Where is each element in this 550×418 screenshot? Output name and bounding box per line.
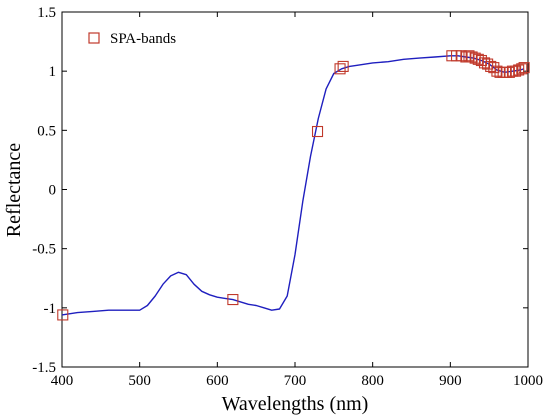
legend-marker (88, 32, 100, 44)
x-tick-label: 700 (284, 373, 307, 389)
reflectance-line (61, 55, 525, 316)
x-tick-label: 600 (206, 373, 229, 389)
spa-band-marker (516, 63, 528, 75)
y-axis-label: Reflectance (3, 143, 25, 237)
spa-band-marker (482, 58, 494, 70)
spa-band-marker (337, 60, 349, 72)
spa-band-marker (475, 54, 487, 67)
spa-band-marker (518, 62, 530, 74)
spa-band-marker (466, 51, 478, 63)
legend-label: SPA-bands (110, 31, 176, 47)
spa-band-marker (503, 66, 515, 78)
spa-band-marker (227, 293, 239, 306)
spa-band-marker (491, 65, 503, 77)
x-tick-label: 500 (128, 373, 151, 389)
y-tick-label: -1.5 (32, 360, 56, 376)
x-tick-label: 400 (51, 373, 74, 389)
spa-band-markers (57, 50, 530, 321)
plot-area (61, 11, 529, 368)
x-tick-label: 800 (361, 373, 384, 389)
spa-band-marker (510, 65, 522, 77)
spa-band-marker (463, 50, 475, 62)
y-tick-label: 0.5 (37, 123, 56, 139)
axis-ticks (61, 11, 529, 368)
spa-band-marker (334, 63, 346, 75)
x-tick-label: 1000 (513, 373, 543, 389)
spa-band-marker (460, 51, 472, 63)
spa-band-marker (311, 125, 324, 138)
reflectance-line-layer (61, 55, 525, 316)
legend: SPA-bands (88, 31, 176, 47)
y-tick-label: 1.5 (37, 5, 56, 21)
x-tick-labels: 400 500 600 700 800 900 1000 (51, 373, 543, 389)
y-tick-label: 0 (49, 183, 57, 199)
y-tick-label: -0.5 (32, 242, 56, 258)
x-axis-label: Wavelengths (nm) (222, 393, 369, 415)
spa-band-marker (57, 309, 69, 321)
y-tick-label: -1 (44, 301, 57, 317)
y-tick-labels: -1.5 -1 -0.5 0 0.5 1 1.5 (32, 5, 56, 376)
x-tick-label: 900 (439, 373, 462, 389)
y-tick-label: 1 (49, 64, 57, 80)
